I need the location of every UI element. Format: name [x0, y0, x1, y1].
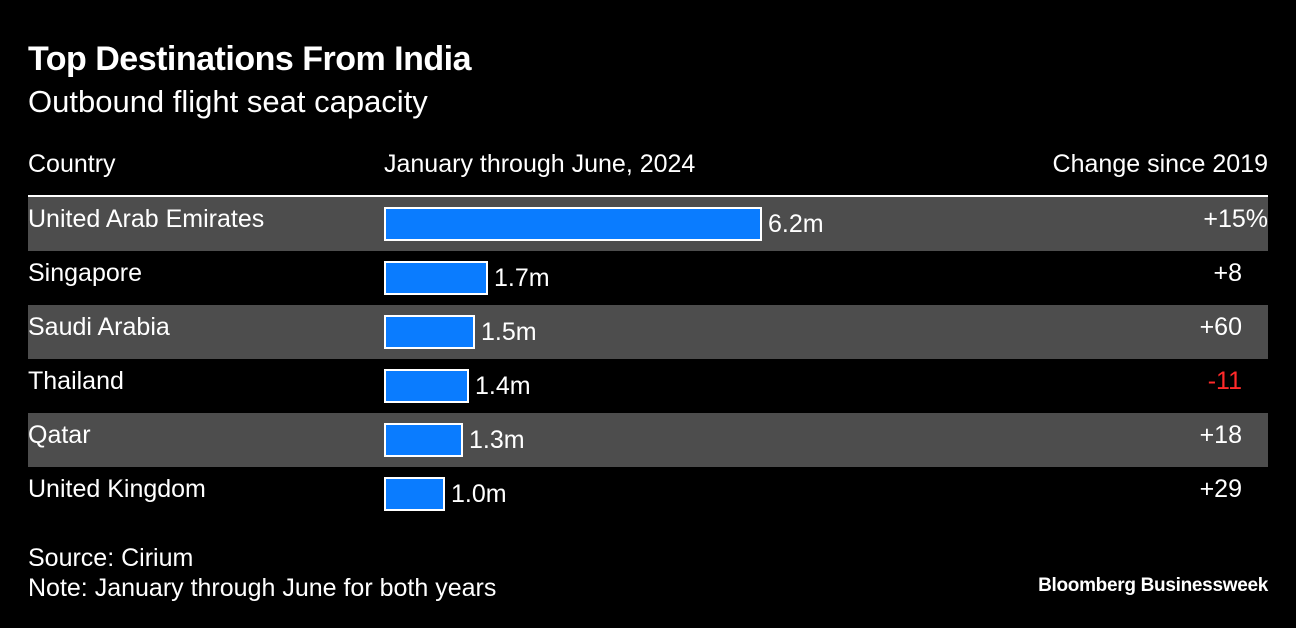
bar: [384, 477, 445, 511]
footnote: Note: January through June for both year…: [28, 574, 497, 602]
brand-logo: Bloomberg Businessweek: [1038, 575, 1268, 596]
bar-value-label: 1.0m: [451, 480, 507, 508]
table-row: Qatar 1.3m +18: [28, 413, 1268, 467]
bar: [384, 261, 488, 295]
bar-value-label: 6.2m: [768, 210, 824, 238]
bar: [384, 207, 762, 241]
bar-value-label: 1.7m: [494, 264, 550, 292]
column-header-change: Change since 2019: [1052, 150, 1268, 178]
table-row: United Kingdom 1.0m +29: [28, 467, 1268, 521]
header-divider: [28, 195, 1268, 197]
category-label: United Kingdom: [28, 475, 206, 503]
chart-subtitle: Outbound flight seat capacity: [28, 84, 428, 119]
column-header-country: Country: [28, 150, 116, 178]
bar-value-label: 1.4m: [475, 372, 531, 400]
category-label: Singapore: [28, 259, 142, 287]
change-value: +29: [1199, 475, 1242, 503]
table-row: Saudi Arabia 1.5m +60: [28, 305, 1268, 359]
bar: [384, 423, 463, 457]
table-row: Thailand 1.4m -11: [28, 359, 1268, 413]
bar: [384, 315, 475, 349]
category-label: United Arab Emirates: [28, 205, 265, 233]
change-value: -11: [1207, 367, 1242, 395]
source-note: Source: Cirium: [28, 544, 194, 572]
bar-value-label: 1.5m: [481, 318, 537, 346]
category-label: Saudi Arabia: [28, 313, 170, 341]
change-value: +60: [1199, 313, 1242, 341]
bar-value-label: 1.3m: [469, 426, 525, 454]
change-value: +18: [1199, 421, 1242, 449]
bar: [384, 369, 469, 403]
change-value: +15%: [1203, 205, 1268, 233]
chart-title: Top Destinations From India: [28, 40, 472, 78]
category-label: Qatar: [28, 421, 91, 449]
change-value: +8: [1213, 259, 1242, 287]
table-row: Singapore 1.7m +8: [28, 251, 1268, 305]
table-row: United Arab Emirates 6.2m +15%: [28, 197, 1268, 251]
category-label: Thailand: [28, 367, 124, 395]
column-header-period: January through June, 2024: [384, 150, 696, 178]
